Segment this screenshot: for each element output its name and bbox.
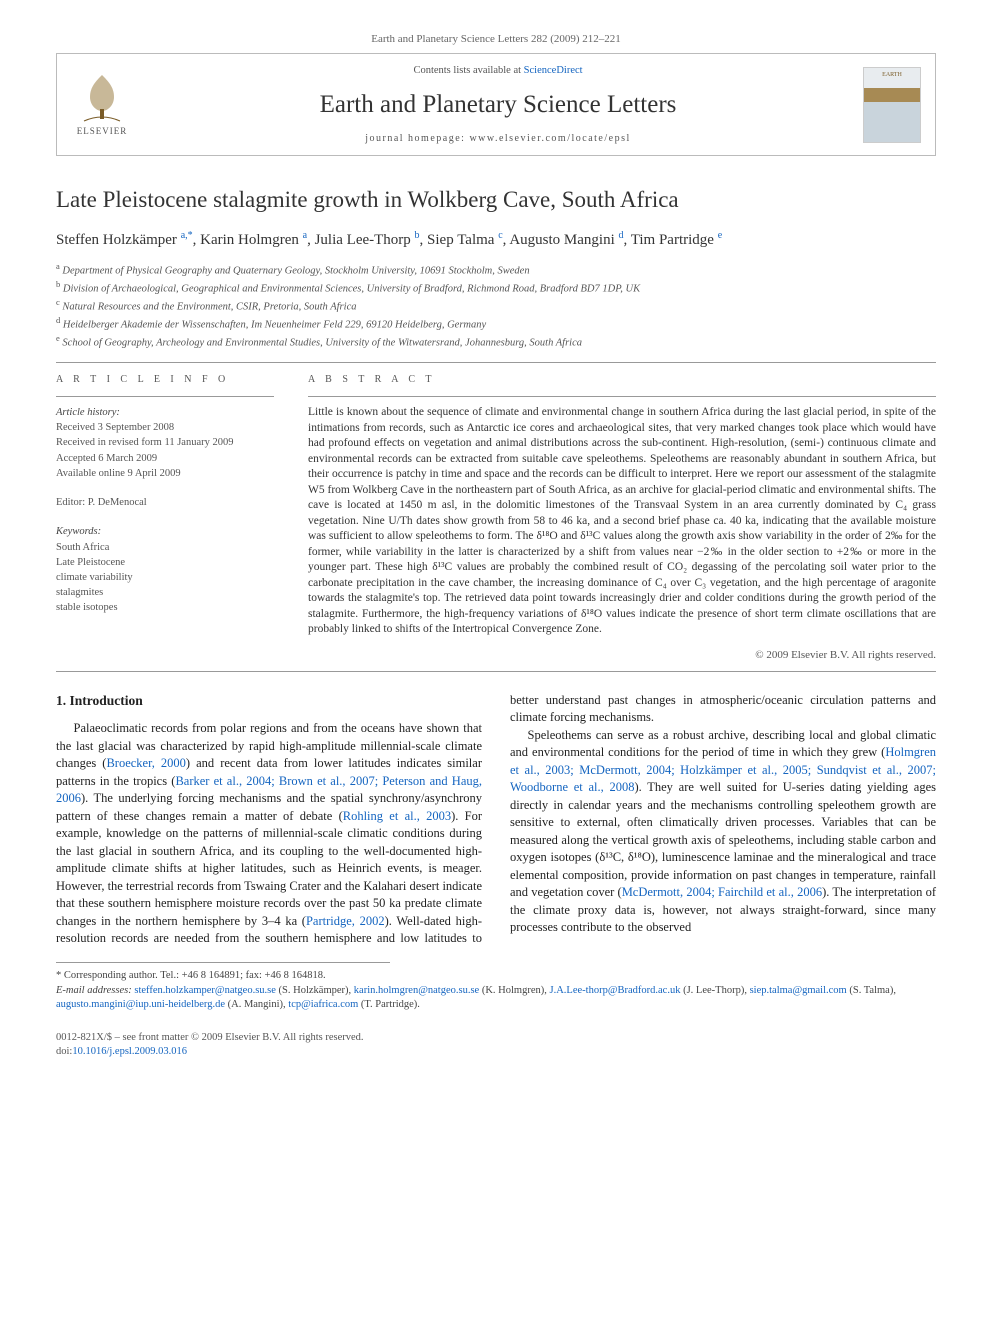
affiliation-line: e School of Geography, Archeology and En… [56, 333, 936, 351]
body-text: ). They are well suited for U-series dat… [510, 780, 936, 899]
rule-bottom [56, 671, 936, 672]
affiliation-line: a Department of Physical Geography and Q… [56, 261, 936, 279]
elsevier-logo: ELSEVIER [71, 69, 133, 141]
citation-link[interactable]: McDermott, 2004; Fairchild et al., 2006 [622, 885, 822, 899]
doi-label: doi: [56, 1046, 72, 1057]
cover-text: EARTH [882, 72, 902, 78]
keyword: climate variability [56, 570, 274, 585]
doi-line: doi:10.1016/j.epsl.2009.03.016 [56, 1045, 936, 1059]
history-line: Received 3 September 2008 [56, 420, 274, 435]
info-rule [56, 396, 274, 397]
email-link[interactable]: steffen.holzkamper@natgeo.su.se [134, 985, 276, 996]
email-link[interactable]: siep.talma@gmail.com [750, 985, 847, 996]
sciencedirect-link[interactable]: ScienceDirect [524, 65, 583, 76]
footnotes: * Corresponding author. Tel.: +46 8 1648… [56, 969, 936, 1013]
history-head: Article history: [56, 405, 274, 420]
body-columns: 1. Introduction Palaeoclimatic records f… [56, 692, 936, 948]
footnote-rule [56, 962, 390, 963]
journal-header: ELSEVIER Contents lists available at Sci… [56, 53, 936, 156]
section-heading: 1. Introduction [56, 692, 482, 711]
corresponding-author: * Corresponding author. Tel.: +46 8 1648… [56, 969, 936, 984]
author-list: Steffen Holzkämper a,*, Karin Holmgren a… [56, 229, 936, 250]
article-info-heading: A R T I C L E I N F O [56, 373, 274, 387]
affiliations: a Department of Physical Geography and Q… [56, 261, 936, 352]
keywords-head: Keywords: [56, 524, 274, 539]
journal-cover-thumbnail: EARTH [863, 67, 921, 143]
keyword: stalagmites [56, 585, 274, 600]
homepage-prefix: journal homepage: [365, 133, 469, 144]
email-addresses: E-mail addresses: steffen.holzkamper@nat… [56, 984, 936, 1013]
body-text: Speleothems can serve as a robust archiv… [510, 728, 936, 760]
citation-link[interactable]: Broecker, 2000 [106, 756, 185, 770]
keyword: stable isotopes [56, 600, 274, 615]
history-line: Available online 9 April 2009 [56, 466, 274, 481]
affiliation-line: b Division of Archaeological, Geographic… [56, 279, 936, 297]
keyword: South Africa [56, 540, 274, 555]
email-link[interactable]: tcp@iafrica.com [288, 999, 358, 1010]
email-link[interactable]: augusto.mangini@iup.uni-heidelberg.de [56, 999, 225, 1010]
cover-band [864, 88, 920, 101]
journal-name: Earth and Planetary Science Letters [147, 88, 849, 122]
abstract-heading: A B S T R A C T [308, 373, 936, 387]
publisher-label: ELSEVIER [77, 125, 128, 137]
citation-link[interactable]: Rohling et al., 2003 [343, 809, 451, 823]
affiliation-line: c Natural Resources and the Environment,… [56, 297, 936, 315]
keywords-block: Keywords: South Africa Late Pleistocene … [56, 524, 274, 615]
doi-link[interactable]: 10.1016/j.epsl.2009.03.016 [72, 1046, 187, 1057]
email-link[interactable]: karin.holmgren@natgeo.su.se [354, 985, 479, 996]
citation-link[interactable]: Partridge, 2002 [306, 914, 385, 928]
article-history-block: Article history: Received 3 September 20… [56, 405, 274, 481]
header-center: Contents lists available at ScienceDirec… [147, 64, 849, 145]
footer-bar: 0012-821X/$ – see front matter © 2009 El… [56, 1031, 936, 1059]
article-info-column: A R T I C L E I N F O Article history: R… [56, 373, 274, 663]
history-line: Accepted 6 March 2009 [56, 451, 274, 466]
homepage-url: www.elsevier.com/locate/epsl [469, 133, 630, 144]
article-title: Late Pleistocene stalagmite growth in Wo… [56, 184, 936, 215]
keyword: Late Pleistocene [56, 555, 274, 570]
body-paragraph-2: Speleothems can serve as a robust archiv… [510, 727, 936, 937]
info-abstract-row: A R T I C L E I N F O Article history: R… [56, 373, 936, 663]
elsevier-tree-icon [78, 71, 126, 123]
abstract-rule [308, 396, 936, 397]
front-matter-line: 0012-821X/$ – see front matter © 2009 El… [56, 1031, 936, 1045]
abstract-copyright: © 2009 Elsevier B.V. All rights reserved… [308, 648, 936, 663]
affiliation-line: d Heidelberger Akademie der Wissenschaft… [56, 315, 936, 333]
email-link[interactable]: J.A.Lee-thorp@Bradford.ac.uk [550, 985, 681, 996]
page-root: Earth and Planetary Science Letters 282 … [0, 0, 992, 1099]
rule-top [56, 362, 936, 363]
contents-line: Contents lists available at ScienceDirec… [147, 64, 849, 78]
contents-prefix: Contents lists available at [413, 65, 523, 76]
history-line: Received in revised form 11 January 2009 [56, 435, 274, 450]
abstract-text: Little is known about the sequence of cl… [308, 405, 936, 638]
abstract-column: A B S T R A C T Little is known about th… [308, 373, 936, 663]
editor-line: Editor: P. DeMenocal [56, 495, 274, 510]
running-head: Earth and Planetary Science Letters 282 … [56, 32, 936, 47]
homepage-line: journal homepage: www.elsevier.com/locat… [147, 132, 849, 146]
